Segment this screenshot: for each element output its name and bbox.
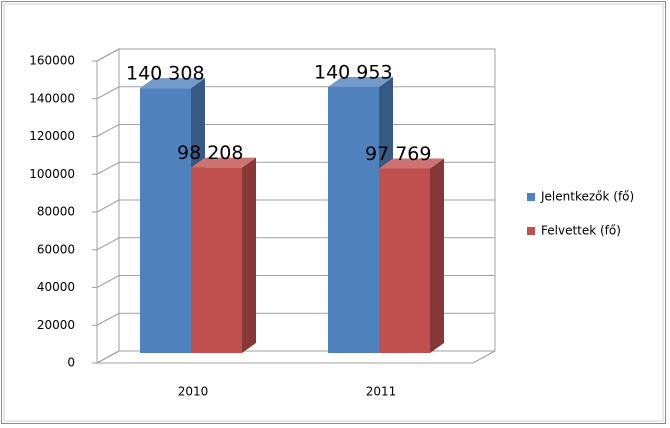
y-tick-label: 120000 [29,129,75,143]
bar [328,86,379,354]
legend-marker [527,193,535,201]
bar-top [328,76,393,87]
legend-label: Jelentkezők (fő) [540,190,634,204]
y-tick-label: 60000 [37,242,75,256]
bar-side [242,157,256,353]
value-label: 140 953 [314,61,393,83]
grid-line [96,48,495,62]
value-label: 140 308 [126,63,205,85]
y-tick-label: 0 [67,356,75,370]
value-label: 97 769 [365,143,431,165]
bar-top [191,157,256,168]
chart-inner-border [3,3,664,422]
y-tick-label: 140000 [29,91,75,105]
x-tick-label: 2010 [178,385,209,399]
legend-marker [527,227,535,235]
y-tick-label: 20000 [37,318,75,332]
y-tick-label: 100000 [29,167,75,181]
bar-side [430,158,444,353]
y-tick-label: 80000 [37,205,75,219]
y-tick-label: 160000 [29,54,75,68]
y-tick-label: 40000 [37,280,75,294]
bar [191,167,242,353]
x-tick-label: 2011 [366,385,397,399]
bar [140,88,191,354]
bar-top [140,78,205,89]
legend-label: Felvettek (fő) [541,224,621,238]
bar-top [379,158,444,169]
value-label: 98 208 [177,142,243,164]
bar [379,168,430,353]
